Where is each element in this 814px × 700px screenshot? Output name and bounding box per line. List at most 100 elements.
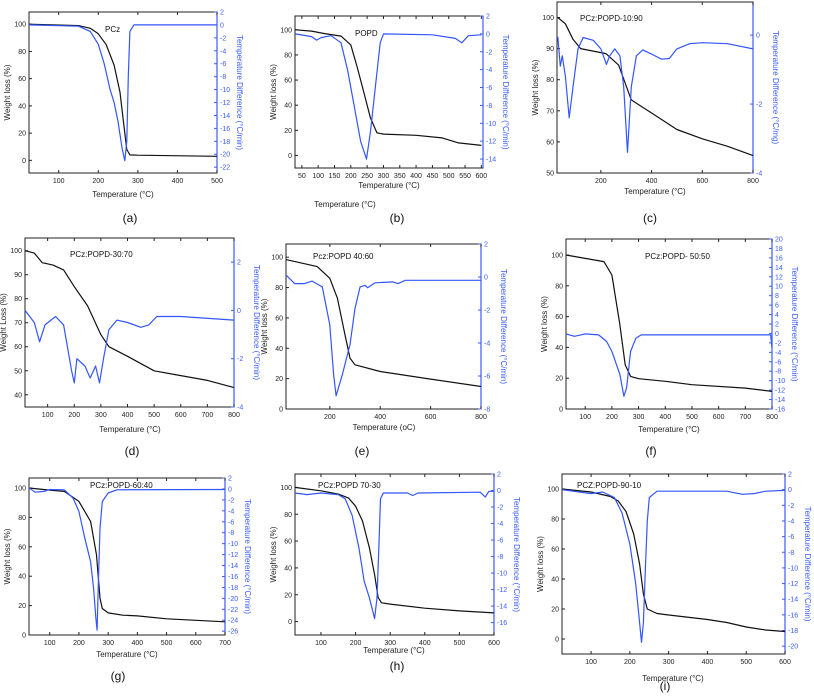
y-tick-label: 80 (275, 285, 283, 292)
y2-tick-label: -8 (228, 530, 234, 537)
y2-tick-label: -2 (775, 340, 781, 347)
x-tick-label: 300 (663, 659, 675, 666)
y2-tick-label: -20 (228, 596, 238, 603)
chart-panel-d: 100 200 300 400 500 600 700 800 40 50 60 70 80 90 100 -… (0, 237, 261, 458)
y2-tick-label: -12 (486, 139, 496, 146)
x-tick-label: 100 (53, 178, 65, 185)
y-axis-title: Weight Loss (%) (0, 293, 8, 352)
y2-tick-label: 2 (220, 10, 224, 17)
weight-loss-curve (28, 487, 226, 623)
y2-tick-label: -6 (228, 519, 234, 526)
x-tick-label: 300 (102, 640, 114, 647)
y-tick-label: 40 (18, 103, 26, 110)
x-tick-label: 600 (779, 659, 791, 666)
y2-tick-label: 14 (775, 265, 783, 272)
y2-tick-label: -14 (775, 397, 785, 404)
y2-tick-label: 2 (486, 14, 490, 21)
y2-tick-label: -2 (237, 356, 243, 363)
x-axis-title-secondary: Temperature (°C) (314, 200, 376, 209)
y-tick-label: 80 (18, 515, 26, 522)
y2-axis-title: Temperature Difference (°C/min) (803, 506, 812, 621)
x-tick-label: 600 (175, 412, 187, 419)
temperature-difference-curve (295, 33, 482, 160)
chart-title: PCZ:POPD-90-10 (577, 481, 642, 490)
y2-tick-label: 12 (775, 274, 783, 281)
weight-loss-curve (24, 250, 235, 389)
y-tick-label: 60 (546, 139, 554, 146)
x-tick-label: 100 (312, 173, 324, 180)
temperature-difference-curve (565, 333, 773, 397)
x-tick-label: 100 (315, 640, 327, 647)
x-tick-label: 700 (219, 640, 231, 647)
x-tick-label: 200 (595, 178, 607, 185)
panel-label: (e) (355, 444, 370, 458)
y2-axis-title: Temperature Difference (°C/min) (252, 265, 261, 380)
x-tick-label: 400 (374, 414, 386, 421)
y-tick-label: 60 (555, 314, 563, 321)
y2-tick-label: -14 (486, 157, 496, 164)
x-tick-label: 400 (410, 173, 422, 180)
y2-tick-label: 0 (788, 487, 792, 494)
x-axis-title: Temperature (oC) (353, 423, 416, 432)
y2-tick-label: 0 (486, 31, 490, 38)
y2-tick-label: -12 (220, 100, 230, 107)
x-tick-label: 400 (172, 178, 184, 185)
x-tick-label: 600 (488, 640, 500, 647)
plot-frame (561, 473, 786, 655)
y-tick-label: 80 (14, 296, 22, 303)
y-tick-label: 100 (280, 27, 292, 34)
weight-loss-curve (28, 23, 218, 157)
y2-tick-label: -10 (497, 571, 507, 578)
y2-tick-label: -16 (497, 620, 507, 627)
y2-tick-label: -2 (228, 497, 234, 504)
y2-tick-label: -16 (228, 574, 238, 581)
x-tick-label: 50 (298, 173, 306, 180)
y-tick-label: 80 (546, 77, 554, 84)
plot-frame (285, 243, 482, 410)
panel-label: (b) (390, 211, 405, 225)
x-tick-label: 100 (44, 640, 56, 647)
y2-tick-label: -4 (788, 518, 794, 525)
y2-tick-label: 0 (228, 486, 232, 493)
y2-tick-label: -8 (497, 554, 503, 561)
y2-tick-label: 0 (220, 22, 224, 29)
y2-axis-title: Temperature Difference (°C/mg) (771, 31, 780, 145)
y-tick-label: 40 (275, 346, 283, 353)
y-axis-title: Weight loss (%) (269, 526, 278, 582)
y2-tick-label: -4 (228, 508, 234, 515)
panel-label: (f) (645, 444, 656, 458)
weight-loss-curve (294, 486, 495, 614)
y-tick-label: 100 (547, 487, 559, 494)
y2-tick-label: 6 (775, 303, 779, 310)
y-tick-label: 20 (555, 376, 563, 383)
y-tick-label: 20 (551, 607, 559, 614)
y-tick-label: 100 (551, 253, 563, 260)
x-tick-label: 800 (228, 412, 240, 419)
y2-tick-label: -12 (228, 552, 238, 559)
y2-tick-label: -10 (228, 541, 238, 548)
y-axis-title: Weight loss (%) (540, 296, 549, 352)
chart-panel-b: 50 100 150 200 250 300 350 400 450 500 550 60002040… (269, 14, 510, 226)
temperature-difference-curve (557, 36, 754, 153)
chart-panel-i: 100 200 300 400 500 600020406080100-20-18-16-… (536, 472, 812, 694)
y2-tick-label: 2 (484, 242, 488, 249)
x-tick-label: 300 (384, 640, 396, 647)
temperature-difference-curve (285, 274, 481, 397)
x-axis-title: Temperature (°C) (99, 425, 161, 434)
y2-tick-label: 0 (775, 331, 779, 338)
x-axis-title: Temperature (°C) (642, 674, 704, 683)
y-axis-title: Weight loss (%) (260, 298, 269, 354)
x-tick-label: 500 (211, 178, 223, 185)
y-tick-label: 100 (10, 248, 22, 255)
y-tick-label: 100 (271, 255, 283, 262)
y-tick-label: 80 (18, 49, 26, 56)
y-tick-label: 100 (280, 485, 292, 492)
x-tick-label: 400 (122, 412, 134, 419)
y2-axis-title: Temperature Difference (°C/min) (499, 269, 508, 384)
chart-title: PCz:POPD-30:70 (70, 250, 133, 259)
y2-tick-label: -4 (220, 48, 226, 55)
weight-loss-curve (295, 29, 482, 146)
y2-axis-title: Temperature Difference (°C/min) (501, 34, 510, 149)
y-axis-title: Weight loss (%) (269, 64, 278, 120)
